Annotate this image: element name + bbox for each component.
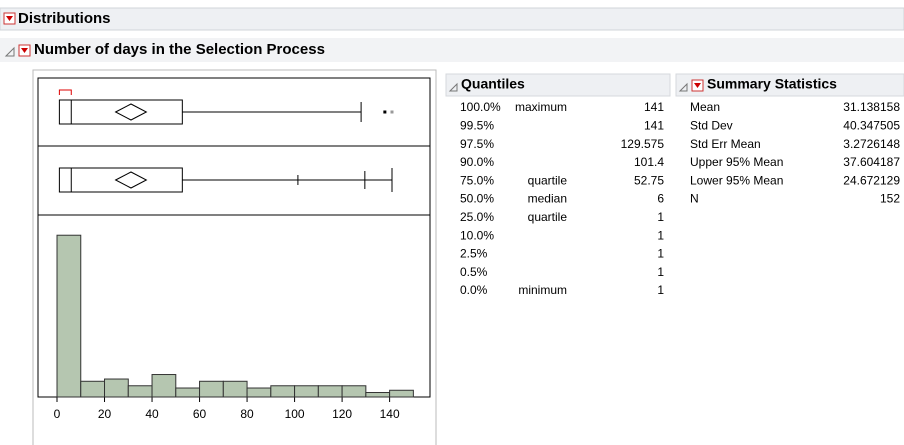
x-tick-label: 140 xyxy=(380,407,400,421)
quantile-label: quartile xyxy=(528,173,568,187)
menu-button[interactable] xyxy=(691,79,704,92)
quantile-value: 1 xyxy=(657,283,664,297)
quantile-label: median xyxy=(528,192,567,206)
histogram-bar xyxy=(175,387,201,398)
stat-label: N xyxy=(690,192,699,206)
quantile-pct: 99.5% xyxy=(460,118,494,132)
box xyxy=(58,99,183,125)
histogram-bar xyxy=(294,385,319,398)
stat-label: Mean xyxy=(690,100,720,114)
outlier xyxy=(383,110,387,114)
stat-label: Std Err Mean xyxy=(690,137,761,151)
histogram-bar xyxy=(199,380,224,398)
quantile-pct: 100.0% xyxy=(460,100,501,114)
histogram-bar xyxy=(80,380,106,398)
quantile-pct: 10.0% xyxy=(460,228,494,242)
quantile-value: 1 xyxy=(657,210,664,224)
quantile-pct: 0.0% xyxy=(460,283,488,297)
histogram-bar xyxy=(222,380,248,398)
menu-button[interactable] xyxy=(3,12,16,25)
quantile-value: 52.75 xyxy=(634,173,664,187)
histogram-bar xyxy=(317,385,343,398)
histogram-bar xyxy=(270,385,296,398)
menu-button[interactable] xyxy=(18,44,31,57)
section-bar xyxy=(0,38,904,62)
quantile-label: quartile xyxy=(528,210,568,224)
quantile-value: 6 xyxy=(657,192,664,206)
quantile-value: 101.4 xyxy=(634,155,664,169)
plot-frame xyxy=(37,77,431,398)
histogram-bar xyxy=(56,234,82,398)
quantiles-title: Quantiles xyxy=(461,76,525,92)
summary-title: Summary Statistics xyxy=(707,76,837,92)
x-tick-label: 120 xyxy=(332,407,352,421)
quantiles-header xyxy=(445,73,671,97)
x-tick-label: 100 xyxy=(285,407,305,421)
header-title: Distributions xyxy=(18,10,111,27)
stat-value: 152 xyxy=(880,192,900,206)
histogram-bar xyxy=(151,374,177,398)
x-tick-label: 60 xyxy=(193,407,207,421)
header-bar xyxy=(0,7,904,31)
x-tick-label: 40 xyxy=(145,407,159,421)
stat-value: 37.604187 xyxy=(843,155,900,169)
summary-header xyxy=(675,73,904,97)
histogram-bar xyxy=(389,389,414,398)
section-title: Number of days in the Selection Process xyxy=(34,41,325,58)
quantile-value: 1 xyxy=(657,247,664,261)
stat-label: Lower 95% Mean xyxy=(690,173,783,187)
quantile-pct: 90.0% xyxy=(460,155,494,169)
mean-diamond xyxy=(114,103,148,121)
stat-value: 31.138158 xyxy=(843,100,900,114)
stat-value: 24.672129 xyxy=(843,173,900,187)
histogram-bar xyxy=(365,392,391,398)
x-tick-label: 20 xyxy=(98,407,112,421)
quantile-label: minimum xyxy=(518,283,567,297)
stat-label: Std Dev xyxy=(690,118,733,132)
quantile-pct: 0.5% xyxy=(460,265,488,279)
quantile-pct: 25.0% xyxy=(460,210,494,224)
histogram-bar xyxy=(127,385,153,398)
box xyxy=(58,167,183,193)
stat-value: 40.347505 xyxy=(843,118,900,132)
quantile-label: maximum xyxy=(515,100,567,114)
mean-diamond xyxy=(114,171,148,189)
x-tick-label: 80 xyxy=(240,407,254,421)
histogram-bar xyxy=(341,385,367,398)
disclosure-icon[interactable] xyxy=(678,82,688,92)
quantile-pct: 50.0% xyxy=(460,192,494,206)
quantile-pct: 2.5% xyxy=(460,247,488,261)
quantile-value: 141 xyxy=(644,100,664,114)
outlier xyxy=(390,110,394,114)
quantile-value: 1 xyxy=(657,228,664,242)
quantile-pct: 75.0% xyxy=(460,173,494,187)
stat-value: 3.2726148 xyxy=(843,137,900,151)
histogram-bar xyxy=(246,387,272,398)
quantile-value: 129.575 xyxy=(621,137,665,151)
shortest-half xyxy=(58,89,72,95)
histogram-bar xyxy=(104,378,129,398)
stat-label: Upper 95% Mean xyxy=(690,155,783,169)
disclosure-icon[interactable] xyxy=(448,82,458,92)
x-tick-label: 0 xyxy=(54,407,61,421)
quantile-pct: 97.5% xyxy=(460,137,494,151)
quantile-value: 1 xyxy=(657,265,664,279)
disclosure-icon[interactable] xyxy=(4,46,15,57)
quantile-value: 141 xyxy=(644,118,664,132)
